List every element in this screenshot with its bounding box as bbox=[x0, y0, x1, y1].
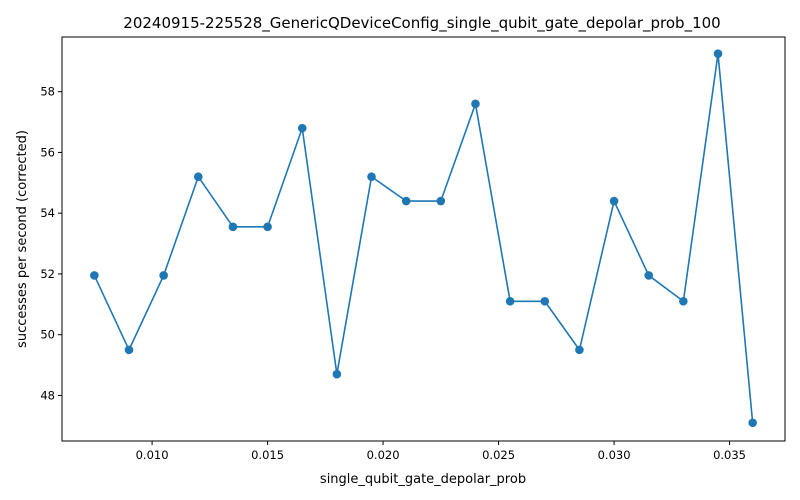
y-tick-label: 54 bbox=[40, 206, 55, 220]
y-tick-label: 58 bbox=[40, 85, 55, 99]
data-point bbox=[193, 172, 203, 182]
x-tick-label: 0.030 bbox=[598, 448, 631, 462]
y-axis: 48 50 52 54 56 58 bbox=[40, 85, 62, 402]
y-tick-label: 50 bbox=[40, 328, 55, 342]
series-line bbox=[93, 52, 754, 423]
data-point bbox=[401, 196, 411, 206]
data-point bbox=[436, 196, 446, 206]
chart-title: 20240915-225528_GenericQDeviceConfig_sin… bbox=[123, 14, 720, 33]
data-point bbox=[713, 49, 723, 59]
x-tick-label: 0.010 bbox=[136, 448, 169, 462]
x-tick-label: 0.015 bbox=[251, 448, 284, 462]
x-tick-label: 0.020 bbox=[367, 448, 400, 462]
x-axis-label: single_qubit_gate_depolar_prob bbox=[320, 472, 526, 487]
data-point bbox=[367, 172, 376, 182]
data-point bbox=[124, 345, 134, 355]
y-tick-label: 48 bbox=[40, 388, 55, 402]
data-point bbox=[609, 196, 619, 206]
data-point bbox=[748, 418, 757, 428]
plot-area bbox=[90, 49, 757, 428]
x-axis: 0.010 0.015 0.020 0.025 0.030 0.035 bbox=[136, 441, 746, 462]
data-point bbox=[679, 296, 688, 306]
y-axis-label: successes per second (corrected) bbox=[15, 130, 30, 348]
x-tick-label: 0.025 bbox=[482, 448, 515, 462]
data-point bbox=[540, 296, 550, 306]
data-point bbox=[332, 369, 342, 379]
y-tick-label: 56 bbox=[40, 145, 55, 159]
y-tick-label: 52 bbox=[40, 267, 55, 281]
data-point bbox=[644, 271, 654, 280]
data-point bbox=[90, 271, 99, 280]
data-point bbox=[159, 271, 168, 280]
x-tick-label: 0.035 bbox=[713, 448, 746, 462]
plot-frame bbox=[61, 36, 786, 442]
data-point bbox=[471, 99, 480, 109]
data-point bbox=[228, 222, 238, 232]
data-point bbox=[263, 222, 272, 232]
data-point bbox=[575, 345, 584, 355]
data-point bbox=[505, 296, 515, 306]
data-point bbox=[297, 123, 307, 133]
